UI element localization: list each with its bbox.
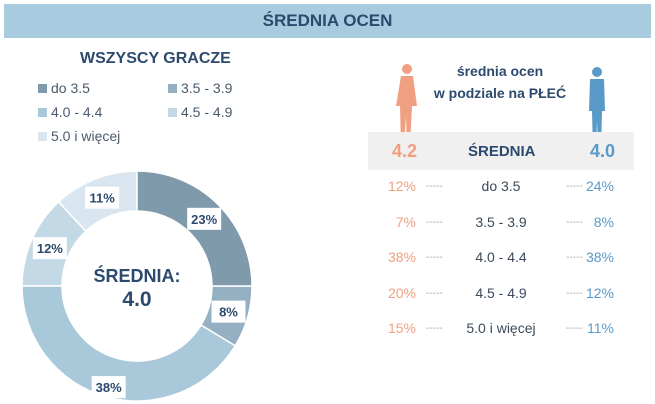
donut-chart: ŚREDNIA: 4.0 23% 8% 38% 12% 11% — [21, 170, 253, 402]
male-percent: 8% — [593, 213, 614, 230]
slice-value: 11% — [89, 191, 115, 206]
legend-swatch — [38, 107, 47, 117]
dash-separator: ----- — [566, 216, 583, 228]
slice-label: 23% — [187, 207, 222, 230]
range-label: do 3.5 — [481, 178, 521, 194]
distribution-row: 20% ----- 4.5 - 4.9 ----- 12% — [368, 285, 634, 305]
slice-value: 23% — [191, 212, 217, 227]
male-percent: 11% — [587, 320, 614, 336]
dash-separator: ----- — [426, 181, 443, 192]
legend-item: 4.5 - 4.9 — [168, 104, 232, 120]
distribution-row: 12% ----- do 3.5 ----- 24% — [368, 178, 634, 198]
range-label: 4.0 - 4.4 — [475, 249, 527, 265]
dash-separator: ----- — [426, 323, 443, 334]
all-players-title: WSZYSCY GRACZE — [80, 50, 231, 67]
legend-item: do 3.5 — [38, 80, 90, 96]
legend-item: 4.0 - 4.4 — [38, 104, 102, 120]
donut-slice — [21, 285, 237, 402]
legend-swatch — [168, 83, 177, 93]
female-percent: 7% — [395, 213, 416, 230]
average-band: 4.2 ŚREDNIA 4.0 — [368, 132, 634, 170]
female-percent: 12% — [387, 178, 416, 194]
slice-label: 8% — [211, 300, 246, 323]
legend-swatch — [38, 131, 47, 141]
dash-separator: ----- — [566, 252, 583, 263]
gender-title-line2: w podziale na PŁEĆ — [433, 85, 567, 101]
dash-separator: ----- — [566, 181, 583, 192]
female-percent: 38% — [387, 249, 416, 265]
slice-value: 38% — [96, 380, 122, 395]
slice-label: 12% — [32, 237, 67, 260]
gender-title: średnia ocen w podziale na PŁEĆ — [430, 60, 570, 104]
legend-item: 3.5 - 3.9 — [168, 80, 232, 96]
gender-title-line1: średnia ocen — [456, 63, 544, 79]
male-percent: 38% — [585, 249, 614, 265]
legend-swatch — [168, 107, 177, 117]
slice-label-box — [32, 237, 67, 260]
legend-label: 4.5 - 4.9 — [181, 104, 233, 120]
slice-label: 11% — [85, 186, 120, 209]
range-label: 4.5 - 4.9 — [475, 284, 527, 301]
header-title: ŚREDNIA OCEN — [4, 4, 651, 38]
dash-separator: ----- — [426, 216, 443, 228]
male-average: 4.0 — [590, 141, 616, 161]
center-value: 4.0 — [122, 288, 151, 311]
slice-value: 12% — [37, 241, 63, 256]
male-percent: 24% — [585, 178, 614, 194]
female-average: 4.2 — [392, 141, 418, 161]
center-label: ŚREDNIA: — [93, 265, 180, 286]
range-label: 5.0 i więcej — [466, 320, 536, 336]
range-label: 3.5 - 3.9 — [475, 213, 527, 230]
legend-item: 5.0 i więcej — [38, 128, 120, 144]
dash-separator: ----- — [426, 287, 443, 299]
female-silhouette-icon — [396, 64, 417, 146]
slice-label-box — [91, 376, 126, 399]
legend-label: do 3.5 — [51, 80, 90, 96]
legend-label: 3.5 - 3.9 — [181, 80, 233, 96]
slice-label: 38% — [91, 376, 126, 399]
dash-separator: ----- — [566, 323, 583, 334]
distribution-row: 15% ----- 5.0 i więcej ----- 11% — [368, 320, 634, 340]
slice-value: 8% — [219, 305, 238, 320]
slice-label-box — [211, 300, 246, 323]
distribution-row: 38% ----- 4.0 - 4.4 ----- 38% — [368, 249, 634, 269]
dash-separator: ----- — [566, 287, 583, 299]
dash-separator: ----- — [426, 252, 443, 263]
female-percent: 20% — [387, 284, 416, 301]
legend-swatch — [38, 83, 47, 93]
female-percent: 15% — [387, 320, 416, 336]
legend-label: 4.0 - 4.4 — [51, 104, 103, 120]
legend-label: 5.0 i więcej — [51, 128, 121, 144]
average-label: ŚREDNIA — [468, 143, 536, 160]
slice-label-box — [85, 186, 120, 209]
slice-label-box — [187, 207, 222, 230]
male-percent: 12% — [585, 284, 614, 301]
distribution-row: 7% ----- 3.5 - 3.9 ----- 8% — [368, 214, 634, 234]
